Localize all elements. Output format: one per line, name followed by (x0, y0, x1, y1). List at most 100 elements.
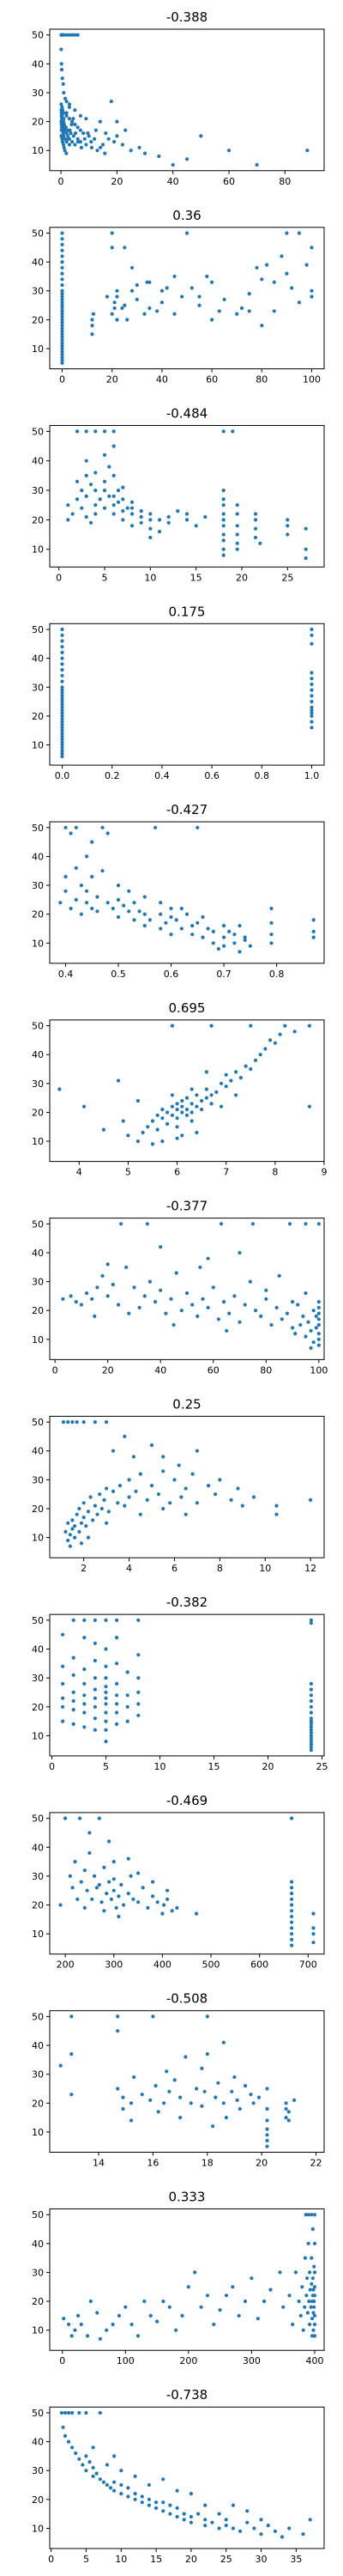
data-point (119, 1882, 123, 1887)
data-point (111, 2322, 115, 2327)
data-point (114, 1905, 118, 1910)
data-point (62, 134, 66, 138)
data-point (160, 1911, 165, 1916)
data-point (298, 2313, 303, 2318)
plot-frame (49, 227, 325, 370)
data-point (117, 1914, 121, 1919)
x-tick-label: 80 (260, 1364, 272, 1376)
data-point (82, 1667, 87, 1672)
y-tick-label: 20 (32, 711, 44, 722)
data-point (100, 1273, 105, 1278)
data-point (60, 745, 64, 750)
data-point (129, 500, 135, 504)
data-point (205, 2052, 209, 2057)
data-point (85, 1291, 89, 1296)
data-point (253, 518, 258, 522)
x-tick-label: 20 (262, 1761, 274, 1772)
data-point (82, 137, 87, 141)
data-point (162, 1903, 166, 1907)
x-tick-label: 1.0 (304, 770, 320, 781)
data-point (81, 1516, 86, 1520)
data-point (304, 547, 308, 551)
data-point (311, 929, 316, 933)
data-point (138, 1472, 142, 1476)
y-tick-label: 30 (32, 88, 44, 99)
data-point (311, 1340, 316, 1345)
data-point (200, 1098, 204, 1103)
data-point (70, 2410, 75, 2415)
data-point (115, 1681, 119, 1686)
data-point (123, 246, 127, 250)
data-point (316, 1311, 321, 1315)
data-point (221, 538, 226, 543)
y-tick-label: 10 (32, 938, 44, 949)
data-point (59, 62, 63, 66)
data-point (235, 312, 239, 316)
y-tick-label: 30 (32, 682, 44, 693)
data-point (77, 2457, 81, 2461)
data-point (84, 1524, 88, 1528)
data-point (71, 1618, 75, 1622)
data-point (190, 1102, 194, 1106)
y-tick-label: 30 (32, 880, 44, 891)
y-tick-label: 20 (32, 314, 44, 325)
data-point (90, 324, 94, 328)
x-tick-label: 0 (59, 2355, 65, 2366)
data-point (60, 231, 64, 235)
data-point (172, 1322, 176, 1327)
data-point (234, 1070, 238, 1074)
y-tick-label: 40 (32, 653, 44, 665)
data-point (105, 2328, 109, 2332)
data-point (66, 137, 70, 141)
data-point (120, 143, 124, 147)
data-point (70, 512, 75, 516)
data-point (64, 33, 69, 37)
data-point (172, 274, 177, 278)
data-point (237, 2313, 241, 2318)
data-point (60, 668, 64, 672)
data-point (85, 854, 89, 859)
data-point (286, 532, 290, 537)
data-point (155, 2319, 159, 2324)
data-point (238, 2529, 243, 2533)
y-tick-label: 30 (32, 1277, 44, 1288)
data-point (140, 2494, 144, 2499)
data-point (312, 2300, 316, 2304)
data-point (119, 1222, 123, 1226)
data-point (107, 1880, 111, 1884)
data-point (111, 1449, 116, 1453)
data-point (175, 1125, 179, 1129)
data-point (62, 2317, 66, 2321)
data-point (64, 151, 69, 155)
chart-title: 0.36 (172, 208, 201, 223)
data-point (165, 1121, 170, 1126)
data-point (229, 1498, 233, 1502)
data-point (312, 2334, 317, 2338)
data-point (115, 1702, 119, 1706)
chart-title: 0.175 (169, 604, 206, 619)
data-point (274, 1512, 279, 1516)
data-point (161, 2477, 165, 2482)
data-point (131, 1897, 135, 1901)
data-point (142, 924, 147, 928)
data-point (269, 933, 274, 937)
data-point (309, 1719, 313, 1723)
data-point (184, 912, 190, 916)
data-point (265, 2118, 269, 2123)
scatter-points (60, 231, 314, 365)
data-point (303, 2256, 307, 2260)
data-point (73, 1860, 77, 1864)
data-point (82, 1693, 87, 1698)
data-point (121, 2095, 125, 2099)
data-point (93, 1728, 97, 1732)
data-point (309, 1736, 313, 1741)
data-point (59, 134, 63, 138)
data-point (142, 895, 147, 899)
data-point (263, 1047, 268, 1051)
data-point (283, 1024, 287, 1028)
data-point (296, 1303, 300, 1307)
data-point (99, 1900, 104, 1905)
data-point (80, 506, 84, 510)
data-point (177, 1463, 181, 1467)
data-point (147, 918, 152, 922)
